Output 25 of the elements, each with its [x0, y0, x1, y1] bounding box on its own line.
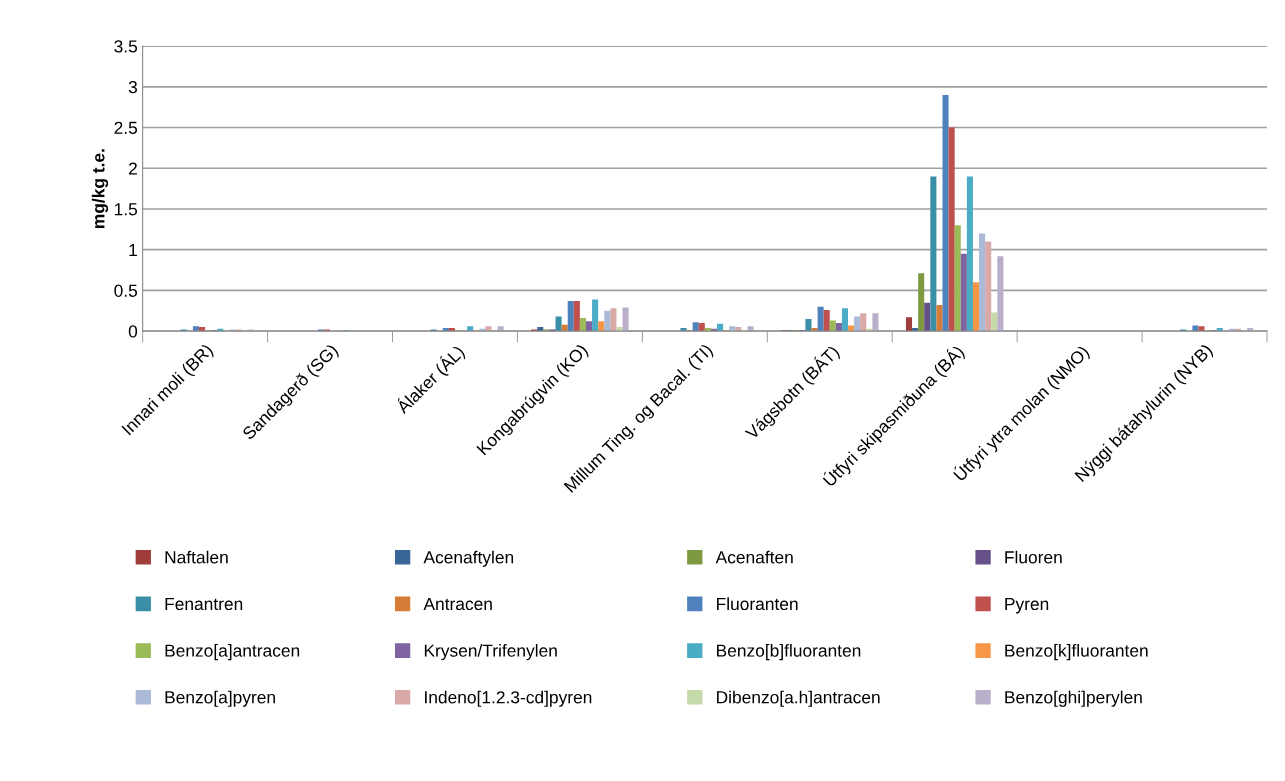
y-tick-label: 0.5 [114, 284, 138, 297]
legend-label: Dibenzo[a.h]antracen [717, 690, 880, 707]
legend-label: Benzo[b]fluoranten [717, 644, 861, 661]
y-tick-label: 3.5 [114, 40, 138, 53]
legend-label: Krysen/Trifenylen [424, 644, 557, 661]
y-tick-label: 1.5 [114, 203, 138, 216]
legend-label: Pyren [1005, 598, 1049, 614]
legend-label: Benzo[ghi]perylen [1005, 690, 1142, 707]
legend-label: Fluoranten [717, 597, 798, 611]
legend-label: Benzo[k]fluoranten [1005, 644, 1148, 661]
y-tick-label: 2 [128, 162, 137, 175]
legend-label: Acenaftylen [423, 550, 514, 567]
y-tick-label: 0 [128, 325, 138, 338]
legend-label: Benzo[a]pyren [165, 690, 275, 707]
legend-label: Benzo[a]antracen [165, 644, 300, 661]
legend-label: Fluoren [1005, 550, 1062, 564]
legend-label: Fenantren [165, 598, 243, 611]
y-tick-label: 1 [129, 244, 137, 256]
y-tick-label: 3 [128, 80, 138, 94]
y-axis-title: mg/kg t.e. [91, 149, 109, 228]
legend-label: Indeno[1.2.3-cd]pyren [425, 690, 592, 707]
legend-label: Naftalen [165, 550, 228, 564]
y-tick-label: 2.5 [114, 121, 138, 134]
legend-label: Antracen [423, 598, 492, 611]
legend-label: Acenaften [715, 550, 793, 564]
